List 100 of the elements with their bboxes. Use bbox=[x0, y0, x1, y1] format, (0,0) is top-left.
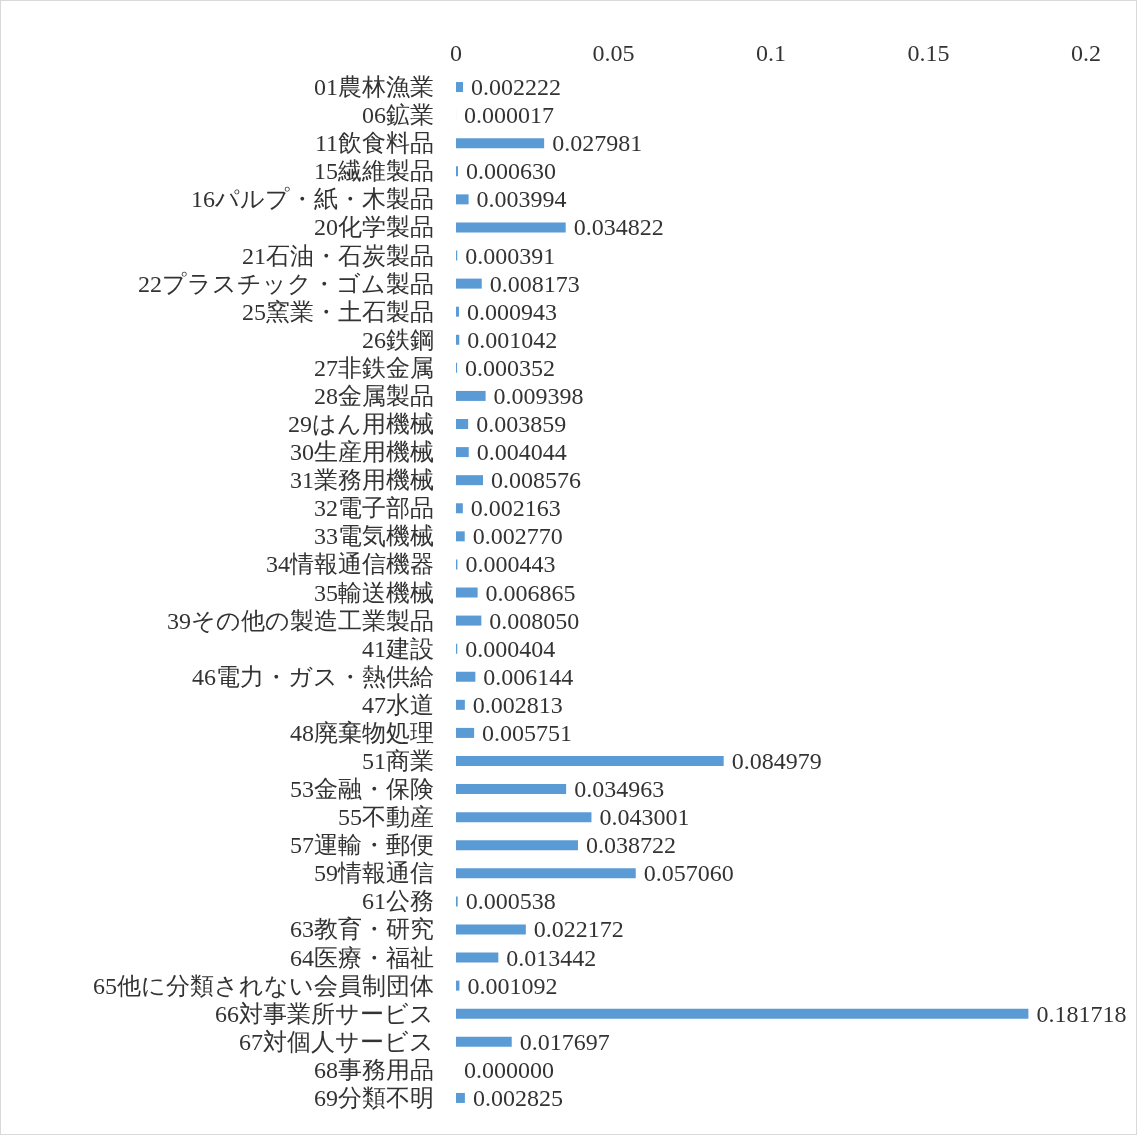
y-tick-label: 25窯業・土石製品 bbox=[242, 298, 434, 325]
data-label: 0.084979 bbox=[731, 747, 822, 774]
data-label: 0.000630 bbox=[465, 158, 556, 185]
bar bbox=[456, 671, 476, 682]
bar bbox=[456, 615, 482, 626]
data-label: 0.034822 bbox=[573, 214, 664, 241]
bar bbox=[456, 138, 545, 149]
y-tick-label: 67対個人サービス bbox=[239, 1028, 434, 1055]
bar bbox=[456, 390, 486, 401]
y-tick-label: 35輸送機械 bbox=[314, 579, 434, 606]
data-label: 0.002813 bbox=[472, 691, 563, 718]
data-label: 0.002825 bbox=[472, 1084, 563, 1111]
data-label: 0.000391 bbox=[465, 242, 556, 269]
y-tick-label: 28金属製品 bbox=[314, 382, 434, 409]
bar bbox=[456, 784, 567, 795]
y-tick-label: 63教育・研究 bbox=[290, 916, 434, 943]
bar bbox=[456, 924, 526, 935]
bar bbox=[456, 587, 478, 598]
bar bbox=[456, 868, 636, 879]
data-label: 0.002770 bbox=[472, 523, 563, 550]
y-tick-label: 29はん用機械 bbox=[288, 411, 434, 438]
bar bbox=[456, 755, 724, 766]
y-tick-label: 22プラスチック・ゴム製品 bbox=[138, 270, 434, 297]
y-tick-label: 15繊維製品 bbox=[314, 158, 434, 185]
data-label: 0.001042 bbox=[467, 326, 558, 353]
data-label: 0.000000 bbox=[464, 1056, 554, 1083]
bar bbox=[456, 82, 463, 93]
data-label: 0.027981 bbox=[552, 130, 643, 157]
data-label: 0.003859 bbox=[476, 411, 567, 438]
data-label: 0.008173 bbox=[489, 270, 580, 297]
y-tick-label: 47水道 bbox=[362, 691, 434, 718]
y-tick-label: 21石油・石炭製品 bbox=[242, 242, 434, 269]
y-tick-label: 53金融・保険 bbox=[290, 776, 434, 803]
y-tick-label: 27非鉄金属 bbox=[314, 354, 434, 381]
data-label: 0.057060 bbox=[643, 860, 734, 887]
y-tick-label: 41建設 bbox=[362, 635, 434, 662]
data-label: 0.000443 bbox=[465, 551, 556, 578]
bar bbox=[456, 475, 484, 486]
data-label: 0.006144 bbox=[483, 663, 574, 690]
y-tick-label: 46電力・ガス・熱供給 bbox=[192, 663, 434, 690]
data-label: 0.000404 bbox=[465, 635, 556, 662]
x-tick-label: 0 bbox=[450, 40, 462, 66]
y-tick-label: 30生産用機械 bbox=[290, 439, 434, 466]
data-label: 0.008576 bbox=[491, 467, 582, 494]
bar bbox=[456, 812, 592, 823]
bar bbox=[456, 531, 465, 542]
data-label: 0.038722 bbox=[585, 832, 676, 859]
data-label: 0.043001 bbox=[599, 804, 690, 831]
y-tick-label: 20化学製品 bbox=[314, 214, 434, 241]
y-tick-label: 33電気機械 bbox=[314, 523, 434, 550]
bar bbox=[456, 840, 578, 851]
data-label: 0.000538 bbox=[465, 888, 556, 915]
y-tick-label: 51商業 bbox=[362, 747, 434, 774]
data-label: 0.034963 bbox=[574, 776, 665, 803]
data-label: 0.000943 bbox=[466, 298, 557, 325]
data-label: 0.002222 bbox=[471, 74, 561, 101]
data-label: 0.017697 bbox=[519, 1028, 610, 1055]
y-tick-label: 57運輸・郵便 bbox=[290, 832, 434, 859]
y-tick-label: 48廃棄物処理 bbox=[290, 719, 434, 746]
data-label: 0.000352 bbox=[465, 354, 556, 381]
data-label: 0.002163 bbox=[470, 495, 561, 522]
data-label: 0.005751 bbox=[482, 719, 573, 746]
bar bbox=[456, 1008, 1029, 1019]
y-tick-label: 65他に分類されない会員制団体 bbox=[93, 972, 434, 999]
bar bbox=[456, 334, 460, 345]
y-tick-label: 32電子部品 bbox=[314, 495, 434, 522]
data-label: 0.001092 bbox=[467, 972, 558, 999]
y-tick-label: 61公務 bbox=[362, 888, 434, 915]
bar bbox=[456, 447, 469, 458]
y-tick-label: 26鉄鋼 bbox=[362, 326, 434, 353]
x-tick-label: 0.05 bbox=[592, 40, 635, 66]
bar bbox=[456, 503, 463, 514]
x-tick-label: 0.1 bbox=[756, 40, 786, 66]
bar bbox=[456, 306, 459, 317]
y-tick-label: 11飲食料品 bbox=[314, 130, 434, 157]
bar bbox=[456, 727, 475, 738]
data-label: 0.013442 bbox=[506, 944, 597, 971]
bar bbox=[456, 1036, 512, 1047]
y-tick-label: 59情報通信 bbox=[314, 860, 434, 887]
data-label: 0.008050 bbox=[489, 607, 580, 634]
bar bbox=[456, 278, 482, 289]
data-label: 0.006865 bbox=[485, 579, 576, 606]
y-tick-label: 06鉱業 bbox=[362, 102, 434, 129]
bar bbox=[456, 1092, 465, 1103]
y-tick-label: 39その他の製造工業製品 bbox=[167, 607, 434, 634]
x-tick-label: 0.2 bbox=[1071, 40, 1101, 66]
data-label: 0.004044 bbox=[476, 439, 567, 466]
y-tick-label: 55不動産 bbox=[338, 804, 434, 831]
y-tick-label: 64医療・福祉 bbox=[290, 944, 434, 971]
data-label: 0.009398 bbox=[493, 382, 584, 409]
data-label: 0.181718 bbox=[1036, 1000, 1127, 1027]
y-tick-label: 31業務用機械 bbox=[290, 467, 434, 494]
bar bbox=[456, 419, 469, 430]
bar bbox=[456, 952, 499, 963]
y-tick-label: 01農林漁業 bbox=[314, 74, 434, 101]
x-tick-label: 0.15 bbox=[907, 40, 950, 66]
bar bbox=[456, 699, 465, 710]
y-tick-label: 16パルプ・紙・木製品 bbox=[191, 186, 434, 213]
y-tick-label: 69分類不明 bbox=[314, 1084, 434, 1111]
data-label: 0.000017 bbox=[464, 102, 555, 129]
